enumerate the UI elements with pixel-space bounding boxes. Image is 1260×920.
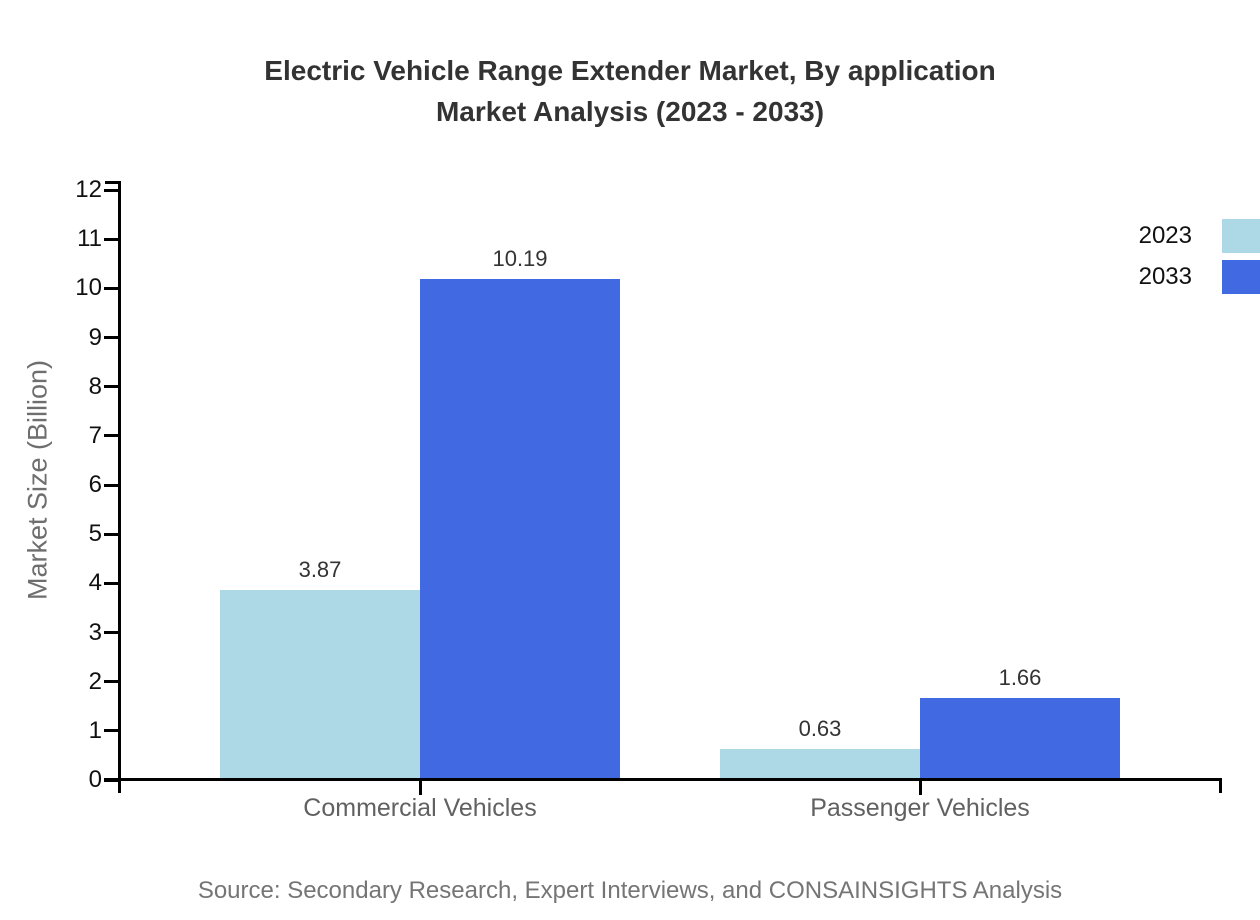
- legend-swatch-2023: [1222, 219, 1260, 253]
- chart-title: Electric Vehicle Range Extender Market, …: [0, 50, 1260, 132]
- y-tick: [104, 188, 121, 192]
- y-tick: [104, 483, 121, 487]
- bar-value-label-2033-passenger-vehicles: 1.66: [998, 665, 1042, 691]
- bar-2023-commercial-vehicles: [220, 589, 420, 780]
- chart-title-line2: Market Analysis (2023 - 2033): [435, 96, 825, 127]
- y-axis-top-cap: [105, 181, 121, 184]
- y-tick-label: 8: [88, 372, 102, 400]
- y-tick: [104, 532, 121, 536]
- x-axis-right-cap: [1219, 778, 1222, 793]
- y-tick: [104, 286, 121, 290]
- y-tick: [104, 680, 121, 684]
- bar-2033-commercial-vehicles: [420, 278, 620, 780]
- x-category-label-passenger-vehicles: Passenger Vehicles: [810, 794, 1030, 822]
- x-tick-commercial-vehicles: [418, 781, 422, 795]
- y-tick-label: 0: [88, 766, 102, 793]
- y-tick-label: 5: [88, 520, 102, 548]
- y-tick: [104, 336, 121, 339]
- y-tick-label: 2: [88, 667, 102, 695]
- y-tick-label: 6: [88, 471, 102, 498]
- y-tick-label: 7: [88, 421, 102, 449]
- bar-value-label-2033-commercial-vehicles: 10.19: [492, 245, 548, 271]
- y-tick: [104, 729, 121, 733]
- y-tick-label: 1: [88, 716, 102, 744]
- bar-2033-passenger-vehicles: [920, 698, 1120, 780]
- bar-2023-passenger-vehicles: [720, 749, 920, 780]
- bar-value-label-2023-passenger-vehicles: 0.63: [798, 716, 842, 742]
- legend-item-2023: 2023: [1139, 219, 1260, 253]
- y-tick: [104, 385, 121, 389]
- x-tick-passenger-vehicles: [918, 781, 922, 795]
- y-tick-label: 3: [88, 618, 102, 646]
- y-tick: [104, 581, 121, 585]
- legend: 2023 2033: [1139, 219, 1260, 301]
- source-note: Source: Secondary Research, Expert Inter…: [197, 877, 1063, 904]
- y-axis-spine: [118, 181, 121, 793]
- legend-swatch-2033: [1222, 260, 1260, 294]
- x-category-label-commercial-vehicles: Commercial Vehicles: [303, 794, 537, 822]
- y-tick-label: 9: [88, 323, 102, 351]
- legend-item-2033: 2033: [1139, 260, 1260, 294]
- y-tick: [104, 434, 121, 438]
- y-tick-label: 11: [77, 225, 102, 253]
- y-tick: [104, 631, 121, 634]
- y-tick: [104, 237, 121, 241]
- y-tick-label: 10: [75, 274, 102, 302]
- x-axis-spine: [104, 778, 1222, 781]
- y-tick-label: 12: [75, 176, 102, 203]
- y-tick-label: 4: [88, 569, 102, 597]
- legend-label-2033: 2033: [1138, 263, 1192, 290]
- chart-title-line1: Electric Vehicle Range Extender Market, …: [264, 55, 996, 86]
- bar-value-label-2023-commercial-vehicles: 3.87: [298, 556, 342, 582]
- legend-label-2023: 2023: [1138, 222, 1192, 249]
